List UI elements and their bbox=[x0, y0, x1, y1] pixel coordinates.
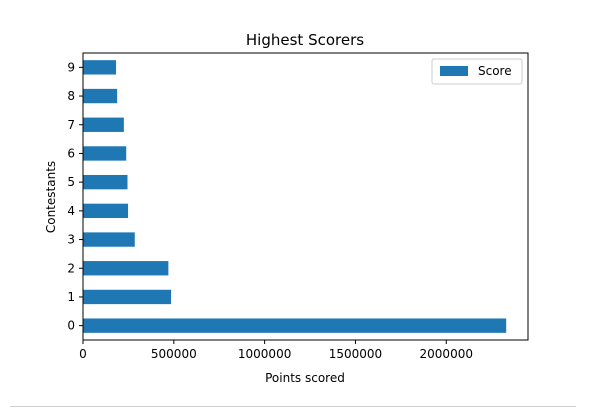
y-tick-label-2: 2 bbox=[67, 261, 75, 275]
y-tick-label-1: 1 bbox=[67, 290, 75, 304]
divider-line bbox=[10, 406, 576, 407]
y-tick-label-4: 4 bbox=[67, 204, 75, 218]
x-tick-label-3: 1500000 bbox=[329, 347, 382, 361]
bar-1 bbox=[83, 289, 172, 305]
bar-5 bbox=[83, 174, 128, 190]
bar-7 bbox=[83, 117, 124, 132]
y-axis: 0 1 2 3 4 5 6 7 8 9 bbox=[67, 60, 83, 333]
y-axis-label: Contestants bbox=[44, 161, 58, 233]
y-tick-label-5: 5 bbox=[67, 175, 75, 189]
x-tick-label-0: 0 bbox=[79, 347, 87, 361]
y-tick-label-6: 6 bbox=[67, 146, 75, 160]
bar-9 bbox=[83, 60, 117, 75]
bar-0 bbox=[83, 318, 507, 333]
legend: Score bbox=[431, 58, 523, 85]
legend-label-score: Score bbox=[478, 64, 512, 78]
bar-8 bbox=[83, 88, 118, 104]
y-tick-label-9: 9 bbox=[67, 60, 75, 74]
y-tick-label-8: 8 bbox=[67, 89, 75, 103]
bars-layer bbox=[83, 60, 507, 333]
bar-6 bbox=[83, 146, 127, 161]
bar-2 bbox=[83, 261, 169, 276]
x-tick-label-2: 1000000 bbox=[238, 347, 291, 361]
legend-swatch-score bbox=[440, 66, 468, 76]
y-tick-label-7: 7 bbox=[67, 118, 75, 132]
x-axis: 0 500000 1000000 1500000 2000000 bbox=[79, 340, 473, 361]
bar-3 bbox=[83, 232, 135, 247]
x-tick-label-1: 500000 bbox=[151, 347, 197, 361]
bar-4 bbox=[83, 203, 129, 219]
legend-frame bbox=[431, 58, 523, 85]
chart-title: Highest Scorers bbox=[246, 31, 364, 49]
x-tick-label-4: 2000000 bbox=[420, 347, 473, 361]
y-tick-label-3: 3 bbox=[67, 233, 75, 247]
x-axis-label: Points scored bbox=[265, 371, 345, 385]
plot-frame bbox=[82, 52, 529, 341]
y-tick-label-0: 0 bbox=[67, 319, 75, 333]
